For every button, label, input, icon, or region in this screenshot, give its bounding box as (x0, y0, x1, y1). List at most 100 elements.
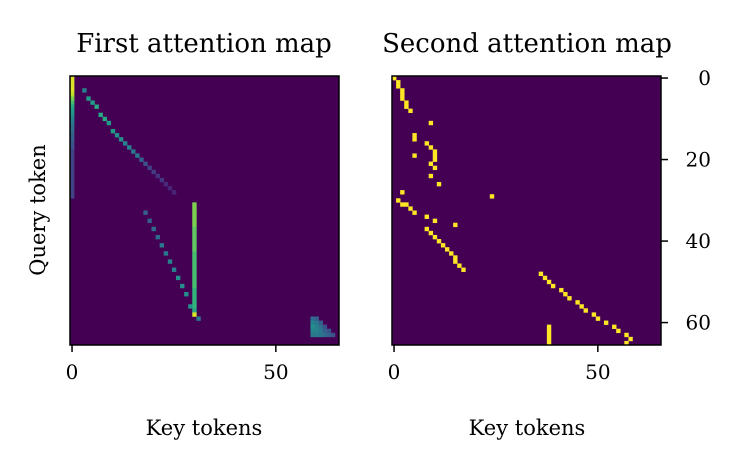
heatmap-cell (192, 251, 196, 255)
heatmap-cell (315, 321, 319, 325)
heatmap-cell (192, 206, 196, 210)
heatmap-cell (156, 174, 160, 178)
heatmap-cell (404, 100, 408, 104)
heatmap-cell (453, 223, 457, 227)
heatmap-cell (319, 329, 323, 333)
heatmap-cell (547, 280, 551, 284)
heatmap-cell (196, 316, 200, 320)
heatmap-cell (315, 333, 319, 337)
heatmap-cell (115, 133, 119, 137)
heatmap-cell (396, 198, 400, 202)
heatmap-cell (429, 231, 433, 235)
heatmap-cell (147, 219, 151, 223)
heatmap-cell (539, 272, 543, 276)
heatmap-cell (192, 288, 196, 292)
heatmap-cell (143, 211, 147, 215)
second-x-axis-label: Key tokens (469, 416, 586, 440)
heatmap-cell (319, 321, 323, 325)
heatmap-cell (310, 316, 314, 320)
heatmap-cell (111, 129, 115, 133)
heatmap-cell (192, 284, 196, 288)
heatmap-cell (184, 292, 188, 296)
heatmap-cell (429, 162, 433, 166)
heatmap-cell (86, 96, 90, 100)
first-x-axis-label: Key tokens (146, 416, 263, 440)
heatmap-cell (152, 227, 156, 231)
heatmap-cell (425, 227, 429, 231)
heatmap-cell (168, 186, 172, 190)
heatmap-cell (412, 137, 416, 141)
heatmap-cell (567, 296, 571, 300)
heatmap-cell (192, 308, 196, 312)
heatmap-cell (188, 304, 192, 308)
heatmap-cell (310, 329, 314, 333)
heatmap-cell (192, 296, 196, 300)
heatmap-cell (400, 190, 404, 194)
heatmap-cell (441, 243, 445, 247)
heatmap-cell (425, 215, 429, 219)
heatmap-cell (547, 337, 551, 341)
heatmap-cell (323, 333, 327, 337)
heatmap-cell (412, 211, 416, 215)
heatmap-cell (156, 235, 160, 239)
first-attention-panel: First attention map 0 50 Key tokens Query… (26, 29, 339, 440)
heatmap-cell (400, 96, 404, 100)
heatmap-cell (164, 182, 168, 186)
heatmap-cell (490, 194, 494, 198)
heatmap-cell (192, 255, 196, 259)
heatmap-cell (612, 325, 616, 329)
heatmap-cell (172, 190, 176, 194)
heatmap-cell (596, 316, 600, 320)
heatmap-cell (457, 263, 461, 267)
heatmap-cell (94, 105, 98, 109)
heatmap-cell (616, 329, 620, 333)
heatmap-cell (437, 239, 441, 243)
heatmap-cell (563, 292, 567, 296)
heatmap-cell (429, 145, 433, 149)
heatmap-cell (547, 333, 551, 337)
heatmap-cell (192, 231, 196, 235)
heatmap-cell (192, 280, 196, 284)
heatmap-cell (192, 235, 196, 239)
heatmap-cell (310, 325, 314, 329)
heatmap-cell (425, 141, 429, 145)
heatmap-cell (429, 121, 433, 125)
heatmap-cell (192, 219, 196, 223)
heatmap-cell (180, 284, 184, 288)
heatmap-cell (400, 92, 404, 96)
heatmap-cell (176, 276, 180, 280)
x-tick-label: 50 (585, 360, 610, 384)
first-panel-title: First attention map (76, 29, 332, 59)
heatmap-cell (192, 312, 196, 316)
heatmap-cell (396, 84, 400, 88)
y-tick-label: 40 (686, 229, 711, 253)
first-heatmap-background (70, 76, 339, 345)
heatmap-cell (192, 259, 196, 263)
heatmap-cell (107, 121, 111, 125)
heatmap-cell (82, 88, 86, 92)
heatmap-cell (323, 329, 327, 333)
heatmap-cell (433, 153, 437, 157)
heatmap-cell (127, 145, 131, 149)
heatmap-cell (315, 325, 319, 329)
heatmap-cell (412, 133, 416, 137)
heatmap-cell (310, 321, 314, 325)
heatmap-cell (331, 333, 335, 337)
heatmap-cell (123, 141, 127, 145)
heatmap-cell (152, 170, 156, 174)
heatmap-cell (192, 304, 196, 308)
heatmap-cell (139, 158, 143, 162)
heatmap-cell (192, 300, 196, 304)
heatmap-cell (160, 178, 164, 182)
second-y-ticks: 0204060 (661, 66, 711, 335)
heatmap-cell (433, 166, 437, 170)
heatmap-cell (433, 219, 437, 223)
heatmap-cell (412, 153, 416, 157)
heatmap-cell (172, 268, 176, 272)
heatmap-cell (543, 276, 547, 280)
heatmap-cell (192, 227, 196, 231)
heatmap-cell (433, 158, 437, 162)
heatmap-cell (147, 166, 151, 170)
heatmap-cell (192, 239, 196, 243)
